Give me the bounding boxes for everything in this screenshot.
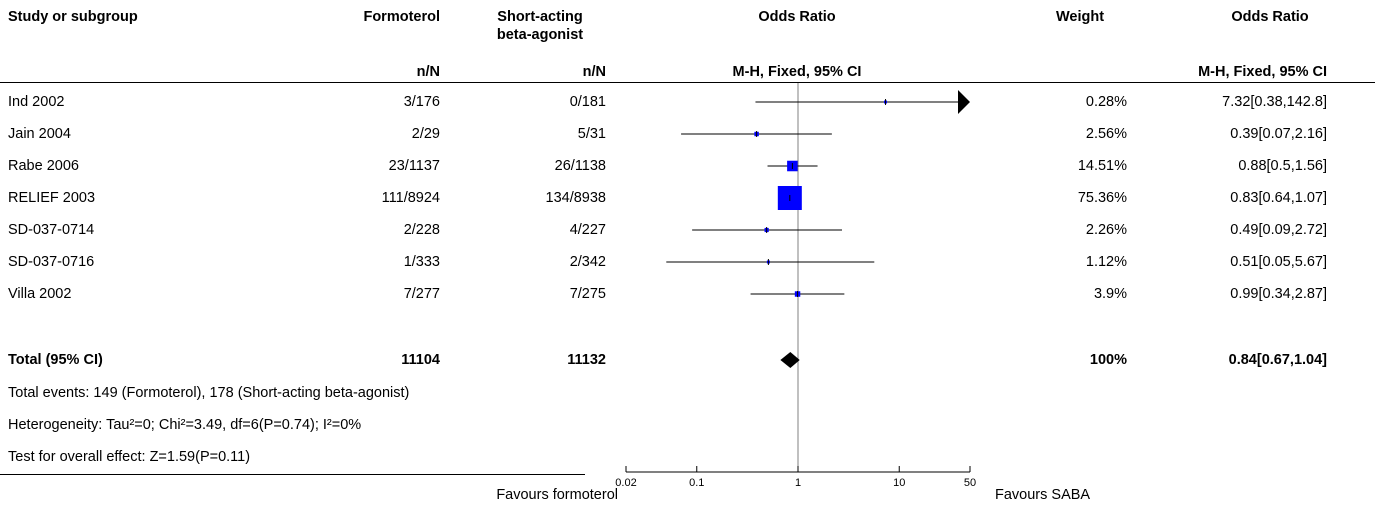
footnote-heterogeneity: Heterogeneity: Tau²=0; Chi²=3.49, df=6(P… [8,417,362,433]
study-name: SD-037-0716 [8,254,95,270]
study-weight: 2.26% [1085,222,1127,238]
x-axis-tick-label: 1 [795,477,801,489]
favours-left-label: Favours formoterol [496,487,618,503]
study-group1: 23/1137 [388,158,440,174]
study-weight: 0.28% [1085,94,1127,110]
footer-rule [0,474,585,475]
study-group1: 2/29 [411,126,440,142]
ci-arrow [958,90,970,114]
study-name: RELIEF 2003 [8,190,96,206]
total-weight: 100% [1089,352,1127,368]
study-group2: 26/1138 [554,158,606,174]
study-group1: 2/228 [403,222,440,238]
study-group1: 3/176 [403,94,440,110]
study-name: Rabe 2006 [8,158,79,174]
x-axis-tick-label: 50 [964,477,976,489]
study-group2: 2/342 [569,254,606,270]
study-name: SD-037-0714 [8,222,95,238]
total-group1: 11104 [401,352,440,368]
total-group2: 11132 [567,352,606,368]
header-effect: Odds Ratio [1231,9,1309,25]
study-group2: 7/275 [569,286,606,302]
study-effect: 0.83[0.64,1.07] [1230,190,1327,206]
favours-right-label: Favours SABA [995,487,1091,503]
subheader-effect: M-H, Fixed, 95% CI [1198,64,1327,80]
study-name: Ind 2002 [8,94,65,110]
study-weight: 1.12% [1085,254,1127,270]
header-weight: Weight [1055,9,1105,25]
footnote-events: Total events: 149 (Formoterol), 178 (Sho… [8,385,410,401]
study-effect: 0.49[0.09,2.72] [1230,222,1327,238]
study-group2: 134/8938 [545,190,606,206]
study-weight: 3.9% [1093,286,1127,302]
header-study: Study or subgroup [8,9,138,25]
study-name: Villa 2002 [8,286,72,302]
subheader-plot: M-H, Fixed, 95% CI [732,64,862,80]
total-name: Total (95% CI) [8,352,103,368]
study-effect: 0.39[0.07,2.16] [1230,126,1327,142]
study-effect: 0.51[0.05,5.67] [1230,254,1327,270]
subheader-group1: n/N [416,64,440,80]
study-group1: 7/277 [403,286,440,302]
header-group1: Formoterol [363,9,440,25]
study-weight: 2.56% [1085,126,1127,142]
study-group2: 5/31 [577,126,606,142]
header-rule [0,82,1375,83]
study-weight: 75.36% [1077,190,1127,206]
x-axis-tick-label: 10 [893,477,905,489]
study-effect: 0.99[0.34,2.87] [1230,286,1327,302]
study-group1: 111/8924 [381,190,440,206]
subheader-group2: n/N [582,64,606,80]
header-plot: Odds Ratio [758,9,836,25]
study-effect: 7.32[0.38,142.8] [1222,94,1327,110]
x-axis-tick-label: 0.1 [689,477,704,489]
study-group2: 0/181 [569,94,606,110]
header-group2-line1: Short-acting [497,9,583,25]
study-weight: 14.51% [1077,158,1127,174]
footnote-overall-effect: Test for overall effect: Z=1.59(P=0.11) [8,449,251,465]
header-group2-line2: beta-agonist [496,27,584,43]
study-name: Jain 2004 [8,126,71,142]
x-axis-tick-label: 0.02 [615,477,636,489]
summary-diamond [780,352,800,368]
study-group1: 1/333 [403,254,440,270]
total-effect: 0.84[0.67,1.04] [1228,352,1327,368]
study-effect: 0.88[0.5,1.56] [1238,158,1327,174]
study-group2: 4/227 [569,222,606,238]
